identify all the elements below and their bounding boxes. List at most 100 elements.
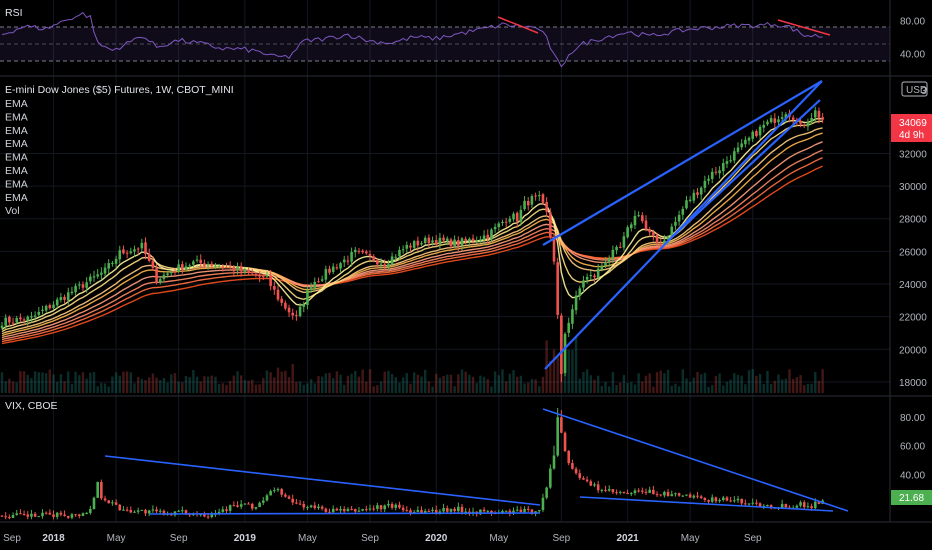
candle-body [501,222,504,224]
vix-body [243,503,247,505]
volume-bar [457,374,460,393]
vix-body [0,515,4,517]
volume-bar [324,373,328,393]
candle-body [96,274,99,277]
vix-body [699,496,703,498]
candle-body [195,259,199,261]
indicator-label[interactable]: EMA [5,111,28,123]
candle-body [637,215,640,217]
volume-bar [714,375,718,393]
candle-body [600,265,604,270]
indicator-label[interactable]: EMA [5,125,28,137]
vix-body [52,514,55,517]
indicator-label[interactable]: EMA [5,178,28,190]
vix-body [232,505,236,507]
vix-body [574,468,578,474]
volume-bar [63,381,66,393]
volume-bar [549,360,552,393]
vix-body [434,509,438,513]
volume-bar [527,382,530,393]
vix-body [420,510,423,514]
vix-body [228,505,232,511]
volume-bar [666,369,670,393]
candle-body [751,131,755,139]
indicator-label[interactable]: EMA [5,192,28,204]
vix-body [604,489,607,491]
trendline-upper-channel[interactable] [542,80,823,246]
candle-body [19,317,22,320]
vix-body [512,510,515,514]
candle-body [30,316,33,318]
volume-bar [803,385,806,393]
volume-bar [497,375,500,393]
volume-bar [247,380,250,393]
vix-body [129,510,133,513]
vix-lower-trendline-2[interactable] [579,496,834,512]
volume-bar [596,375,600,393]
candle-body [376,260,379,265]
vix-body [692,495,696,498]
volume-bar [129,372,132,393]
candle-body [287,307,291,313]
vix-body [357,510,361,512]
vix-body [674,493,677,495]
volume-bar [92,372,96,393]
time-axis-label: 2021 [616,533,639,544]
vix-upper-trendline-1[interactable] [104,455,541,506]
price-axis-tick: 24000 [899,280,927,291]
volume-bar [4,381,7,393]
volume-bar [265,370,269,393]
price-axis-tick: 30000 [899,182,927,193]
vix-body [331,508,335,513]
volume-bar [817,380,821,393]
candle-body [493,226,497,230]
candle-body [560,315,563,374]
currency-badge[interactable]: USD [901,81,928,97]
volume-bar [556,356,559,393]
vix-upper-trendline-2[interactable] [542,408,849,512]
candle-body [177,264,180,272]
vix-body [758,503,762,507]
vix-body [269,490,272,496]
vix-body [85,512,88,514]
volume-bar [302,384,305,393]
price-scale[interactable]: 80.00 40.00 32000 30000 28000 26000 24000 22000… [899,17,927,482]
volume-bar [357,376,361,393]
ema-line [1,117,823,330]
volume-bar [538,386,541,393]
volume-bar [615,384,618,393]
price-axis-tick: 20000 [899,345,927,356]
candle-body [346,260,350,262]
volume-bar [306,383,309,393]
candle-body [784,114,788,119]
rsi-divergence-line-1[interactable] [497,16,539,34]
volume-bar [659,370,662,393]
rsi-title[interactable]: RSI [5,7,23,19]
candle-body [353,249,357,253]
vix-body [460,506,464,513]
vix-body [284,494,287,497]
vix-body [144,509,147,514]
vix-title[interactable]: VIX, CBOE [5,400,58,412]
indicator-label[interactable]: EMA [5,165,28,177]
indicator-label[interactable]: EMA [5,98,28,110]
indicator-label[interactable]: EMA [5,138,28,150]
symbol-title[interactable]: E-mini Dow Jones ($5) Futures, 1W, CBOT_… [5,84,234,96]
time-axis[interactable]: Sep 2018 May Sep 2019 May Sep 2020 May Sep 2021 May… [3,533,762,544]
trendline-inner-wedge[interactable] [671,99,821,238]
candle-body [405,244,409,249]
vix-lower-trendline-1[interactable] [149,512,541,515]
candle-body [269,275,272,287]
vix-body [545,487,548,498]
candle-body [508,218,512,222]
vix-body [596,484,600,491]
indicator-label[interactable]: EMA [5,152,28,164]
vix-body [795,505,799,508]
volume-bar [493,371,497,393]
rsi-divergence-line-2[interactable] [777,19,831,36]
vix-body [696,495,699,497]
indicator-label[interactable]: Vol [5,205,20,217]
candle-body [15,318,19,323]
candle-body [203,263,206,267]
candle-body [457,240,460,246]
